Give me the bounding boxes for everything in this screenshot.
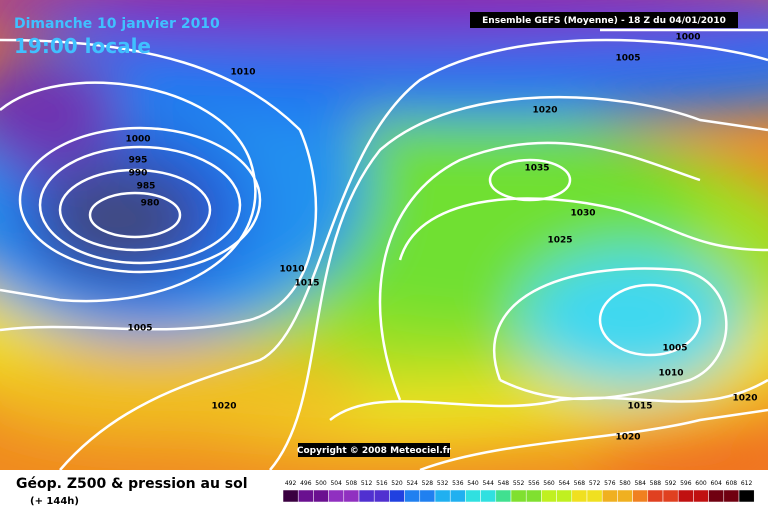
isobar-label: 990 [129, 169, 148, 179]
scale-label: 572 [589, 480, 601, 487]
scale-label: 528 [422, 480, 434, 487]
isobar-label: 1030 [570, 209, 595, 219]
scale-label: 512 [361, 480, 373, 487]
isobar-label: 1020 [615, 433, 640, 443]
scale-label: 576 [604, 480, 616, 487]
isobar-label: 1005 [127, 324, 152, 334]
isobar-labels: 1000 1005 1010 1020 1000 995 990 985 980 1035 1030… [125, 33, 757, 443]
isobar-label: 1010 [230, 68, 255, 78]
scale-swatch [510, 489, 527, 503]
scale-swatch [419, 489, 436, 503]
scale-swatch [389, 489, 405, 503]
scale-swatch [328, 489, 345, 503]
isobar-label: 985 [137, 182, 156, 192]
scale-swatch [449, 489, 466, 503]
scale-swatch [495, 489, 512, 503]
scale-label: 568 [574, 480, 586, 487]
scale-swatch [586, 489, 603, 503]
scale-swatch [404, 489, 421, 503]
isobar-label: 1010 [279, 265, 304, 275]
scale-label: 536 [452, 480, 464, 487]
scale-swatch [480, 489, 497, 503]
isobar-label: 1010 [658, 369, 683, 379]
run-box [470, 12, 738, 28]
scale-swatch [525, 489, 542, 503]
scale-swatch [632, 489, 649, 503]
scale-label: 552 [513, 480, 525, 487]
footer-lead: (+ 144h) [30, 496, 79, 507]
scale-swatch [358, 489, 375, 503]
isobar-label: 1005 [662, 344, 687, 354]
isobar-label: 1020 [532, 106, 557, 116]
scale-label: 592 [665, 480, 677, 487]
scale-swatch [556, 489, 573, 503]
copyright-box [298, 443, 450, 457]
scale-label: 580 [619, 480, 631, 487]
scale-swatch [297, 489, 314, 503]
scale-swatch [313, 489, 329, 503]
scale-swatch [282, 489, 299, 503]
time: 19:00 locale [14, 34, 151, 58]
scale-label: 508 [346, 480, 358, 487]
copyright: Copyright © 2008 Meteociel.fr [297, 446, 452, 456]
scale-label: 564 [558, 480, 570, 487]
scale-label: 584 [634, 480, 646, 487]
scale-swatch [738, 489, 755, 503]
scale-label: 600 [695, 480, 707, 487]
scale-label: 532 [437, 480, 449, 487]
scale-swatch [571, 489, 588, 503]
scale-label: 504 [330, 480, 342, 487]
scale-swatch [541, 489, 557, 503]
scale-swatch [373, 489, 390, 503]
isobar-label: 980 [141, 199, 160, 209]
isobar-label: 1025 [547, 236, 572, 246]
scale-swatch [465, 489, 481, 503]
scale-label: 500 [315, 480, 327, 487]
scale-label: 556 [528, 480, 540, 487]
isobars [0, 28, 768, 472]
scale-label: 496 [300, 480, 312, 487]
isobar-label: 995 [129, 156, 148, 166]
scale-label: 520 [391, 480, 403, 487]
isobar-label: 1015 [294, 279, 319, 289]
scale-label: 596 [680, 480, 692, 487]
scale-swatch [708, 489, 725, 503]
scale-label: 548 [498, 480, 510, 487]
scale-swatch [617, 489, 633, 503]
scale-label: 492 [285, 480, 297, 487]
scale-swatch [343, 489, 360, 503]
scale-label: 608 [726, 480, 738, 487]
isobar-label: 1005 [615, 54, 640, 64]
scale-label: 516 [376, 480, 388, 487]
isobar-label: 1000 [675, 33, 700, 43]
scale-label: 544 [482, 480, 494, 487]
footer-title: Géop. Z500 & pression au sol [16, 476, 248, 492]
isobar-label: 1015 [627, 402, 652, 412]
scale-swatch [647, 489, 664, 503]
scale-label: 540 [467, 480, 479, 487]
isobar-label: 1035 [524, 164, 549, 174]
scale-label: 524 [406, 480, 418, 487]
scale-swatch [677, 489, 694, 503]
isobar-label: 1020 [732, 394, 757, 404]
scale-label: 560 [543, 480, 555, 487]
scale-swatch [693, 489, 709, 503]
scale-swatch [434, 489, 451, 503]
isobar-label: 1020 [211, 402, 236, 412]
scale-swatch [723, 489, 740, 503]
run-info: Ensemble GEFS (Moyenne) - 18 Z du 04/01/… [482, 16, 726, 26]
scale-label: 612 [741, 480, 753, 487]
date: Dimanche 10 janvier 2010 [14, 16, 220, 32]
scale-label: 604 [710, 480, 722, 487]
isobar-label: 1000 [125, 135, 150, 145]
color-scale: 492 496 500 504 508 512 516 520 524 528 532 536 540 5… [282, 480, 755, 503]
color-field [0, 0, 768, 500]
scale-swatch [601, 489, 618, 503]
scale-swatch [662, 489, 679, 503]
scale-label: 588 [650, 480, 662, 487]
